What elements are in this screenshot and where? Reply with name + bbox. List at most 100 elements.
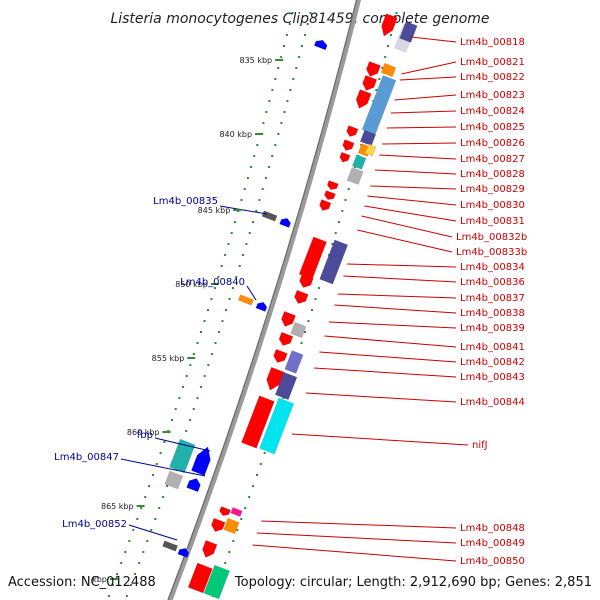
gene-label: Lm4b_00838 (460, 308, 525, 319)
gene-forward (230, 507, 243, 517)
track-dot (130, 584, 132, 586)
label-leader (256, 532, 457, 544)
track-dot (258, 199, 261, 201)
label-leader (367, 195, 457, 206)
track-dot (196, 397, 199, 399)
track-dot (341, 210, 344, 212)
track-dot (314, 298, 317, 300)
track-dot (203, 375, 206, 377)
track-dot (158, 507, 161, 509)
track-dot (192, 408, 195, 410)
gene-label: Lm4b_00818 (460, 37, 525, 48)
track-dot (277, 133, 280, 135)
label-leader (347, 263, 457, 268)
track-dot (185, 375, 188, 377)
label-leader (246, 285, 257, 301)
genome-backbone (167, 0, 362, 600)
track-dot (280, 56, 283, 58)
gene-forward (319, 239, 349, 285)
label-leader (390, 110, 457, 114)
track-dot (244, 507, 247, 509)
track-dot (307, 320, 310, 322)
track-dot (378, 78, 381, 80)
gene-label: Lm4b_00840 (180, 277, 245, 288)
track-dot (255, 210, 258, 212)
genome-title: Listeria monocytogenes Clip81459, comple… (110, 11, 489, 27)
gene-forward (346, 166, 364, 186)
track-dot (274, 144, 277, 146)
track-dot (262, 122, 265, 124)
scale-label: 860 kbp (127, 428, 160, 437)
track-dot (116, 573, 119, 575)
track-dot (112, 584, 114, 586)
label-leader (319, 351, 457, 363)
track-dot (286, 100, 289, 102)
label-leader (324, 335, 457, 348)
track-dot (291, 12, 294, 14)
gene-reverse (261, 210, 278, 222)
track-dot (200, 386, 203, 388)
gene-reverse (177, 547, 190, 558)
track-dot (203, 320, 206, 322)
gene-forward (380, 62, 397, 78)
gene-forward (284, 350, 304, 374)
gene-label: Lm4b_00827 (460, 154, 525, 165)
label-leader (291, 433, 469, 446)
track-dot (159, 452, 162, 454)
track-dot (213, 287, 216, 289)
track-dot (178, 397, 181, 399)
gene-label: Lm4b_00832b (456, 232, 527, 243)
track-dot (334, 232, 337, 234)
track-dot (207, 364, 210, 366)
gene-reverse (169, 438, 196, 474)
track-dot (210, 353, 213, 355)
gene-label: Lm4b_00834 (460, 262, 525, 273)
track-dot (238, 265, 241, 267)
track-dot (228, 551, 231, 553)
label-leader (328, 321, 457, 329)
label-leader (128, 524, 178, 541)
scale-label: 840 kbp (219, 130, 252, 139)
label-leaders (120, 36, 469, 562)
track-dot (285, 34, 288, 36)
gene-forward (281, 310, 296, 327)
track-dot (245, 243, 248, 245)
gene-labels: Lm4b_00818 Lm4b_00821 Lm4b_00822 Lm4b_00823… (54, 37, 527, 567)
track-dot (171, 419, 173, 421)
track-dot (347, 188, 350, 190)
gene-forward (211, 517, 226, 532)
track-dot (311, 309, 313, 311)
track-dot (283, 111, 286, 113)
track-dot (268, 166, 271, 168)
track-dot (182, 386, 185, 388)
gene-forward (352, 154, 367, 170)
track-dot (142, 551, 145, 553)
track-dot (232, 540, 235, 542)
track-dot (227, 243, 230, 245)
track-dot (128, 540, 131, 542)
label-leader (361, 215, 453, 238)
label-leader (337, 293, 457, 299)
gene-label: Lm4b_00824 (460, 106, 525, 117)
track-dot (344, 199, 347, 201)
track-dot (235, 276, 238, 278)
label-leader (382, 142, 457, 145)
track-dot (154, 518, 157, 520)
track-dot (256, 144, 259, 146)
track-dot (174, 408, 177, 410)
track-dot (138, 562, 141, 564)
track-dot (152, 474, 154, 476)
track-dot (140, 507, 143, 509)
gene-forward (187, 562, 213, 594)
track-dot (253, 155, 256, 157)
label-leader (120, 458, 206, 477)
gene-forward (399, 21, 418, 43)
track-dot (162, 496, 165, 498)
label-leader (394, 94, 457, 101)
gene-forward (364, 143, 377, 157)
gene-forward (274, 371, 298, 401)
track-dot (236, 529, 239, 531)
gene-forward (294, 289, 309, 304)
track-dot (271, 89, 274, 91)
gene-label: Lm4b_00852 (62, 519, 127, 530)
